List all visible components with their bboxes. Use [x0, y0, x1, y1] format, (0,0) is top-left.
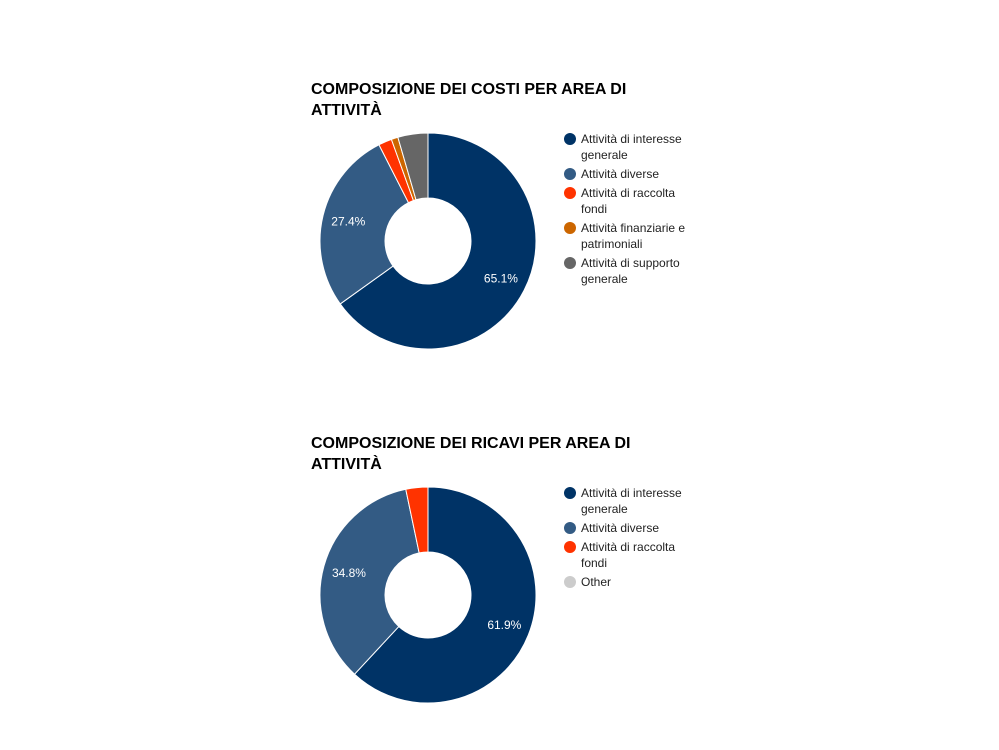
slice-attivita-di-interesse-generale[interactable]	[353, 486, 537, 704]
legend-label: Attività di supporto generale	[581, 256, 680, 286]
legend-item-attivita-diverse[interactable]: Attività diverse	[564, 520, 704, 536]
legend-label: Attività di interesse generale	[581, 132, 682, 162]
slice-value-label: 65.1%	[484, 271, 518, 285]
legend-item-other[interactable]: Other	[564, 574, 704, 590]
legend-label: Attività di raccolta fondi	[581, 540, 676, 570]
legend-marker-icon	[564, 541, 576, 553]
legend-label: Other	[581, 575, 612, 589]
legend-label: Attività diverse	[581, 167, 660, 181]
legend-item-attivita-diverse[interactable]: Attività diverse	[564, 166, 704, 182]
legend-label: Attività finanziarie e patrimoniali	[581, 221, 686, 251]
legend-label: Attività di raccolta fondi	[581, 186, 676, 216]
legend-item-attivita-di-supporto-generale[interactable]: Attività di supporto generale	[564, 255, 704, 287]
legend-marker-icon	[564, 133, 576, 145]
legend-marker-icon	[564, 187, 576, 199]
legend-marker-icon	[564, 222, 576, 234]
chart-title: COMPOSIZIONE DEI RICAVI PER AREA DI ATTI…	[311, 435, 631, 473]
slice-attivita-di-raccolta-fondi[interactable]	[405, 486, 429, 554]
slice-attivita-di-supporto-generale[interactable]	[397, 132, 429, 201]
donut-chart: 61.9% 34.8%	[319, 486, 537, 704]
chart-legend: Attività di interesse generale Attività d…	[564, 131, 704, 290]
slice-attivita-diverse[interactable]	[319, 488, 420, 675]
legend-marker-icon	[564, 257, 576, 269]
chart-legend: Attività di interesse generale Attività d…	[564, 485, 704, 593]
legend-label: Attività diverse	[581, 521, 660, 535]
legend-item-attivita-di-interesse-generale[interactable]: Attività di interesse generale	[564, 485, 704, 517]
legend-marker-icon	[564, 522, 576, 534]
legend-marker-icon	[564, 576, 576, 588]
legend-item-attivita-finanziarie-e-patrimoniali[interactable]: Attività finanziarie e patrimoniali	[564, 220, 704, 252]
legend-item-attivita-di-raccolta-fondi[interactable]: Attività di raccolta fondi	[564, 539, 704, 571]
slice-value-label: 61.9%	[487, 618, 521, 632]
legend-item-attivita-di-interesse-generale[interactable]: Attività di interesse generale	[564, 131, 704, 163]
slice-attivita-di-interesse-generale[interactable]	[339, 132, 537, 350]
legend-marker-icon	[564, 168, 576, 180]
legend-label: Attività di interesse generale	[581, 486, 682, 516]
chart-title: COMPOSIZIONE DEI COSTI PER AREA DI ATTIV…	[311, 81, 627, 119]
legend-marker-icon	[564, 487, 576, 499]
slice-value-label: 34.8%	[332, 566, 366, 580]
slice-value-label: 27.4%	[331, 215, 365, 229]
donut-chart: 65.1% 27.4%	[319, 132, 537, 350]
slice-attivita-diverse[interactable]	[319, 144, 410, 305]
legend-item-attivita-di-raccolta-fondi[interactable]: Attività di raccolta fondi	[564, 185, 704, 217]
